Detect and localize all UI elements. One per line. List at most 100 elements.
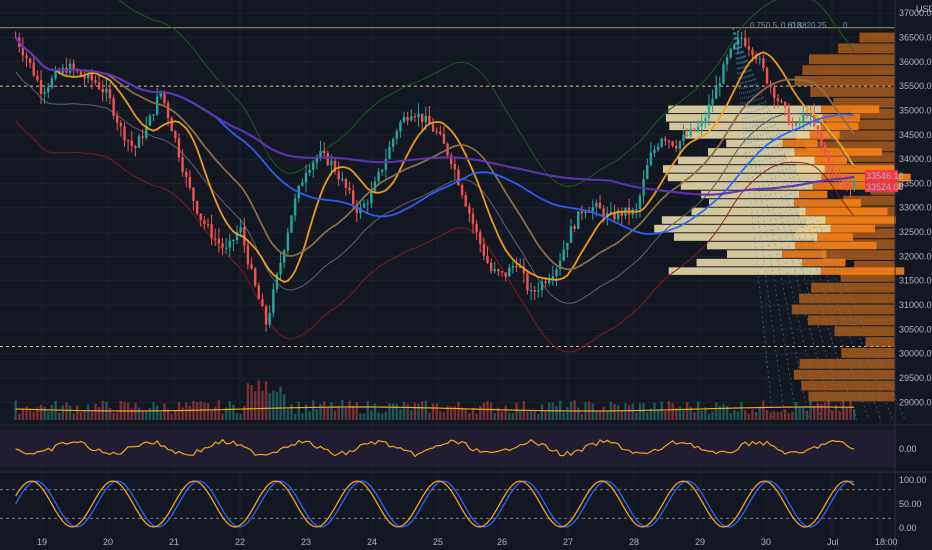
candle-body	[616, 211, 620, 220]
price-label-bg	[865, 181, 898, 193]
time-tick-label: 21	[169, 537, 179, 547]
volume-bar	[678, 406, 682, 420]
volume-bar	[87, 404, 90, 420]
fib-fan-line	[732, 27, 858, 421]
volume-bar	[330, 402, 333, 420]
volume-bar	[813, 405, 816, 420]
volume-bar	[413, 402, 417, 420]
candle-body	[464, 195, 467, 207]
time-axis[interactable]: 19 20 21 22 23 24 25 26 27 28 29 30 Jul 18:00	[37, 537, 898, 547]
volume-bar	[39, 404, 43, 420]
price-axis[interactable]: 37000.00 36500.00 36000.00 35500.00 35000.00…	[865, 0, 932, 550]
volume-bar	[471, 408, 475, 420]
candle-body	[152, 114, 155, 116]
profile-row-right	[810, 86, 895, 97]
candle-body	[740, 37, 743, 39]
candle-body	[798, 121, 801, 123]
profile-row-up	[669, 122, 821, 131]
candle-body	[105, 88, 108, 93]
fib-fan-line	[732, 27, 906, 421]
profile-row-down	[805, 207, 888, 216]
price-tick-label: 34000.00	[899, 154, 932, 164]
volume-bar	[348, 400, 351, 420]
candle-body	[246, 245, 250, 265]
candle-body	[548, 279, 551, 284]
volume-bar	[606, 410, 609, 420]
volume-bar	[693, 412, 696, 420]
volume-bar	[780, 411, 783, 420]
candle-body	[228, 240, 231, 248]
volume-bar	[355, 402, 359, 420]
candle-body	[232, 240, 235, 242]
candle-body	[758, 58, 761, 60]
candle-body	[195, 201, 199, 214]
volume-bar	[548, 402, 551, 420]
candle-body	[126, 140, 130, 142]
volume-bar	[21, 408, 25, 420]
volume-bar	[268, 393, 271, 420]
candle-body	[711, 98, 714, 105]
volume-bar	[28, 410, 32, 420]
price-tick-label: 31000.00	[899, 300, 932, 310]
candle-body	[540, 281, 544, 291]
volume-bar	[446, 405, 449, 420]
candle-body	[250, 264, 253, 269]
oscillator-band	[0, 430, 895, 467]
volume-bar	[816, 403, 820, 420]
profile-row-right	[838, 43, 895, 54]
volume-bar	[475, 413, 478, 420]
profile-row-down	[825, 216, 896, 224]
candle-body	[337, 171, 340, 180]
fib-fan-line	[732, 27, 822, 421]
volume-bar	[312, 400, 315, 420]
candle-body	[428, 115, 431, 125]
candle-body	[119, 122, 123, 127]
candle-body	[569, 226, 573, 243]
profile-row-right	[801, 380, 895, 391]
volume-bar	[486, 401, 489, 420]
price-label-bg	[865, 170, 898, 182]
candle-body	[591, 207, 594, 213]
candle-body	[410, 116, 413, 121]
volume-bar	[823, 402, 827, 420]
volume-bar	[540, 404, 544, 420]
profile-row-down	[799, 190, 828, 199]
volume-bar	[464, 408, 467, 420]
candle-body	[399, 122, 402, 132]
candle-body	[515, 266, 518, 268]
profile-row-right	[793, 369, 895, 380]
volume-bar	[504, 405, 507, 420]
candle-body	[471, 213, 475, 224]
candle-body	[112, 98, 115, 116]
candle-body	[834, 171, 838, 178]
candle-body	[609, 211, 613, 213]
volume-bar	[137, 407, 141, 420]
profile-row-right	[796, 130, 895, 141]
volume-bar	[842, 400, 845, 420]
volume-bar	[206, 403, 210, 420]
volume-profile	[654, 32, 911, 402]
volume-bar	[25, 406, 28, 420]
volume-bar	[210, 410, 213, 420]
volume-bar	[145, 410, 148, 420]
volume-bar	[765, 410, 769, 420]
volume-bar	[656, 410, 660, 420]
volume-bar	[406, 403, 409, 420]
candle-body	[635, 209, 638, 211]
volume-bar	[235, 412, 239, 420]
volume-bar	[562, 412, 565, 420]
candle-body	[620, 211, 624, 216]
candle-body	[163, 91, 166, 104]
volume-bar	[682, 408, 685, 420]
candle-body	[562, 249, 565, 261]
volume-bar	[50, 404, 54, 420]
volume-bar	[700, 410, 703, 420]
volume-bar	[696, 401, 700, 420]
volume-bar	[616, 405, 620, 420]
time-tick-label: 30	[761, 537, 771, 547]
candle-body	[301, 182, 304, 186]
candle-body	[185, 171, 188, 178]
candle-body	[529, 290, 533, 292]
volume-bar	[537, 413, 540, 420]
